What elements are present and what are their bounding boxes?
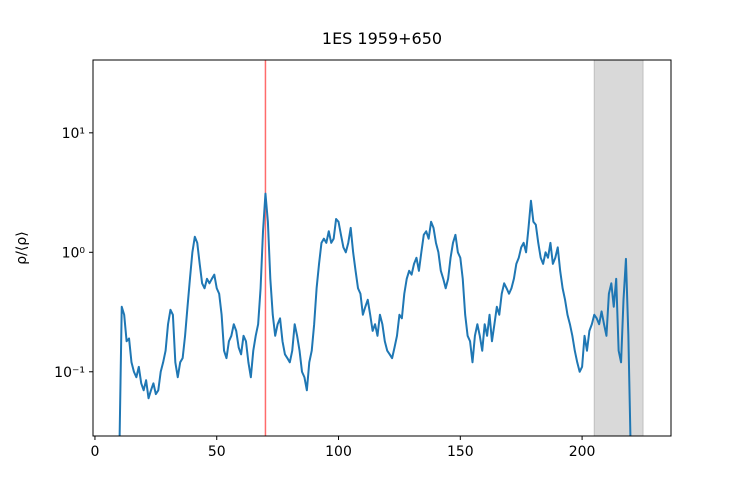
plot-area [118,60,644,436]
data-line [118,192,632,436]
x-tick-label: 150 [447,444,474,460]
y-tick-label: 10⁻¹ [54,365,85,381]
y-axis-label: ρ/⟨ρ⟩ [14,231,30,264]
x-tick-label: 200 [569,444,596,460]
x-tick-label: 50 [208,444,226,460]
y-tick-label: 10⁰ [62,245,86,261]
shaded-span [593,60,644,436]
x-tick-label: 100 [325,444,352,460]
axes-frame [92,59,672,437]
x-tick-label: 0 [90,444,99,460]
chart-title: 1ES 1959+650 [322,29,442,48]
y-tick-label: 10¹ [62,126,85,142]
